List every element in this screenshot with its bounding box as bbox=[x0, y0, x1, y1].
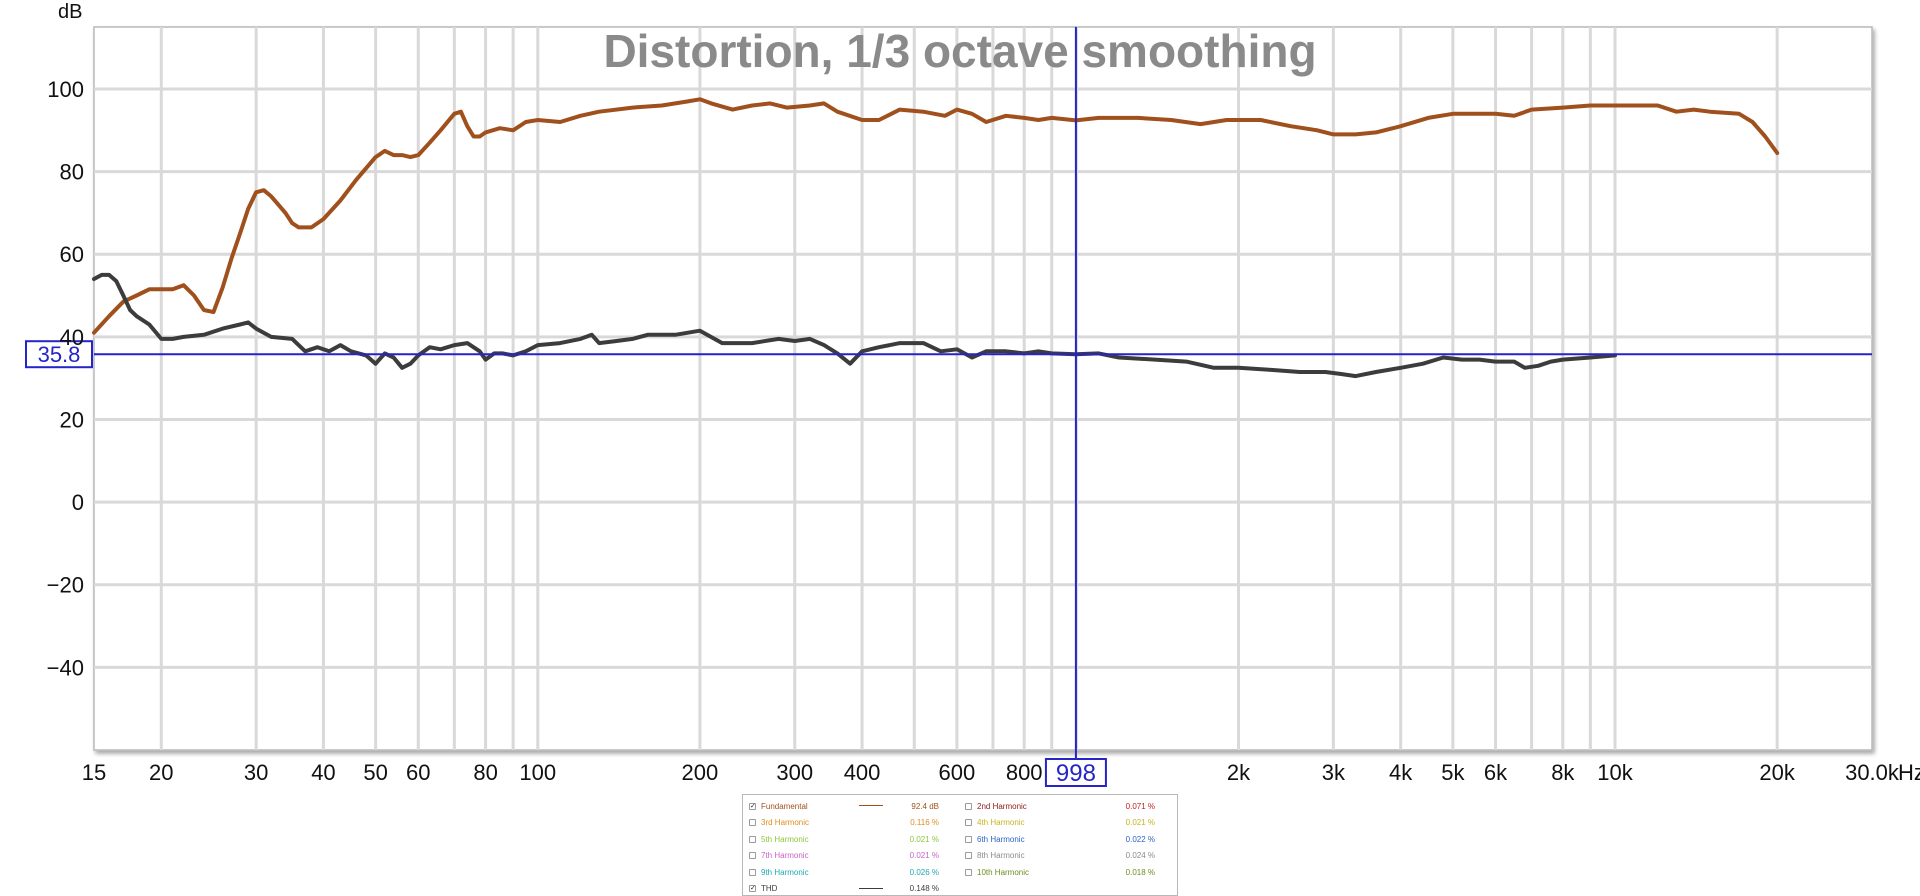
x-tick-label: 30.0k bbox=[1845, 760, 1900, 785]
grid bbox=[94, 27, 1872, 750]
legend-checkbox[interactable] bbox=[749, 819, 756, 826]
legend-item[interactable]: 3rd Harmonic bbox=[749, 815, 809, 831]
x-tick-label: 5k bbox=[1441, 760, 1465, 785]
y-tick-label: 80 bbox=[60, 160, 84, 185]
y-tick-label: 60 bbox=[60, 242, 84, 267]
legend-item-value: 0.022 % bbox=[1125, 834, 1155, 844]
legend-line-swatch bbox=[859, 805, 883, 806]
cursor-y-label-box[interactable] bbox=[25, 340, 93, 369]
legend-row: 7th Harmonic 0.021 % 8th Harmonic 0.024 % bbox=[743, 848, 1177, 864]
x-tick-label: 40 bbox=[311, 760, 335, 785]
legend-item-label: 3rd Harmonic bbox=[761, 818, 810, 827]
x-tick-label: 15 bbox=[82, 760, 106, 785]
legend-item[interactable]: 7th Harmonic bbox=[749, 848, 809, 864]
x-tick-label: 600 bbox=[939, 760, 976, 785]
distortion-chart: Distortion, 1/3 octave smoothing 35.8 998… bbox=[25, 1, 1920, 787]
legend-item-label: 7th Harmonic bbox=[761, 851, 809, 860]
chart-title: Distortion, 1/3 octave smoothing bbox=[603, 25, 1316, 77]
legend-checkbox[interactable]: ✓ bbox=[749, 885, 756, 892]
y-tick-label: −20 bbox=[47, 573, 84, 598]
x-tick-label: 800 bbox=[1006, 760, 1043, 785]
legend-item-value: 0.021 % bbox=[909, 834, 939, 844]
x-tick-label: 8k bbox=[1551, 760, 1575, 785]
legend-item-label: 6th Harmonic bbox=[977, 834, 1025, 844]
legend-checkbox[interactable] bbox=[749, 835, 756, 843]
legend-checkbox[interactable] bbox=[749, 868, 756, 876]
legend-item[interactable]: 10th Harmonic bbox=[965, 864, 1029, 880]
legend-item[interactable]: ✓ Fundamental bbox=[749, 798, 808, 814]
y-tick-label: 20 bbox=[60, 407, 84, 432]
legend-checkbox[interactable] bbox=[965, 852, 972, 859]
x-tick-label: 100 bbox=[519, 760, 556, 785]
legend-item-label: 5th Harmonic bbox=[761, 834, 809, 844]
y-tick-label: 100 bbox=[47, 77, 84, 102]
cursor[interactable]: 35.8 998 bbox=[25, 27, 1872, 787]
x-tick-label: 80 bbox=[473, 760, 497, 785]
x-tick-label: 10k bbox=[1597, 760, 1633, 785]
legend-item[interactable]: 5th Harmonic bbox=[749, 831, 809, 847]
legend-item-label: 4th Harmonic bbox=[977, 818, 1025, 827]
legend-item[interactable]: 8th Harmonic bbox=[965, 848, 1025, 864]
legend-item[interactable]: 6th Harmonic bbox=[965, 831, 1025, 847]
cursor-y-label[interactable]: 35.8 bbox=[38, 342, 81, 367]
plot-area[interactable] bbox=[93, 26, 1873, 751]
legend-item[interactable]: 9th Harmonic bbox=[749, 864, 809, 880]
legend-item-label: 10th Harmonic bbox=[977, 867, 1030, 877]
legend-row: ✓ Fundamental 92.4 dB 2nd Harmonic 0.071 % bbox=[743, 798, 1177, 814]
legend-item-value: 0.021 % bbox=[909, 851, 939, 860]
legend-item-label: 2nd Harmonic bbox=[977, 801, 1027, 811]
x-tick-label: 3k bbox=[1322, 760, 1346, 785]
legend-item-value: 0.116 % bbox=[910, 818, 939, 827]
x-tick-label: 300 bbox=[776, 760, 813, 785]
x-tick-label: 2k bbox=[1227, 760, 1251, 785]
legend-panel: ✓ Fundamental 92.4 dB 2nd Harmonic 0.071 % 3r… bbox=[742, 794, 1178, 896]
legend-item-value: 0.026 % bbox=[909, 867, 939, 877]
legend-item-label: 8th Harmonic bbox=[977, 851, 1025, 860]
x-tick-label: 20 bbox=[149, 760, 173, 785]
x-tick-label: 30 bbox=[244, 760, 268, 785]
x-tick-label: 60 bbox=[406, 760, 430, 785]
legend-row: 3rd Harmonic 0.116 % 4th Harmonic 0.021 % bbox=[743, 815, 1177, 831]
legend-line-swatch bbox=[859, 887, 883, 889]
legend-item-value: 0.071 % bbox=[1125, 801, 1155, 811]
legend-item-label: Fundamental bbox=[761, 801, 808, 811]
legend-row: 5th Harmonic 0.021 % 6th Harmonic 0.022 % bbox=[743, 831, 1177, 847]
legend-row: 9th Harmonic 0.026 % 10th Harmonic 0.018 % bbox=[743, 864, 1177, 880]
x-tick-label: 400 bbox=[844, 760, 881, 785]
y-tick-label: −40 bbox=[47, 655, 84, 680]
y-axis-label: dB bbox=[58, 1, 82, 23]
cursor-x-label[interactable]: 998 bbox=[1056, 760, 1096, 787]
legend-checkbox[interactable] bbox=[965, 802, 972, 810]
legend-item-value: 0.018 % bbox=[1125, 867, 1155, 877]
legend-item[interactable]: 2nd Harmonic bbox=[965, 798, 1027, 814]
legend-checkbox[interactable] bbox=[965, 835, 972, 843]
legend-row: ✓ THD 0.148 % bbox=[743, 881, 1177, 896]
legend-checkbox[interactable]: ✓ bbox=[749, 802, 756, 810]
legend-checkbox[interactable] bbox=[965, 868, 972, 876]
legend-item[interactable]: ✓ THD bbox=[749, 881, 777, 896]
series-thd-line bbox=[92, 272, 1617, 379]
x-tick-label: 20k bbox=[1759, 760, 1795, 785]
legend-checkbox[interactable] bbox=[965, 819, 972, 826]
x-tick-label: 200 bbox=[682, 760, 719, 785]
x-tick-label: 6k bbox=[1484, 760, 1508, 785]
legend-item-value: 92.4 dB bbox=[911, 801, 939, 811]
legend-item-value: 0.021 % bbox=[1125, 818, 1155, 827]
cursor-x-label-box[interactable] bbox=[1044, 758, 1107, 787]
series-fundamental-line bbox=[92, 97, 1780, 335]
x-axis-ticks: 15 20 30 40 50 60 80 100 200 300 400 600 800 2k 3k 4k 5k… bbox=[82, 760, 1900, 785]
legend-item-value: 0.148 % bbox=[909, 884, 939, 893]
x-tick-label: 50 bbox=[363, 760, 387, 785]
legend-item-label: THD bbox=[761, 884, 778, 893]
x-tick-label: 4k bbox=[1389, 760, 1413, 785]
legend-item[interactable]: 4th Harmonic bbox=[965, 815, 1025, 831]
legend-checkbox[interactable] bbox=[749, 852, 756, 859]
y-tick-label: 40 bbox=[60, 325, 84, 350]
legend-item-value: 0.024 % bbox=[1125, 851, 1155, 860]
series-layer bbox=[92, 97, 1780, 379]
y-axis-ticks: 100 80 60 40 20 0 −20 −40 bbox=[47, 77, 84, 680]
y-tick-label: 0 bbox=[72, 490, 84, 515]
legend-item-label: 9th Harmonic bbox=[761, 867, 809, 877]
x-axis-label: Hz bbox=[1898, 760, 1920, 785]
